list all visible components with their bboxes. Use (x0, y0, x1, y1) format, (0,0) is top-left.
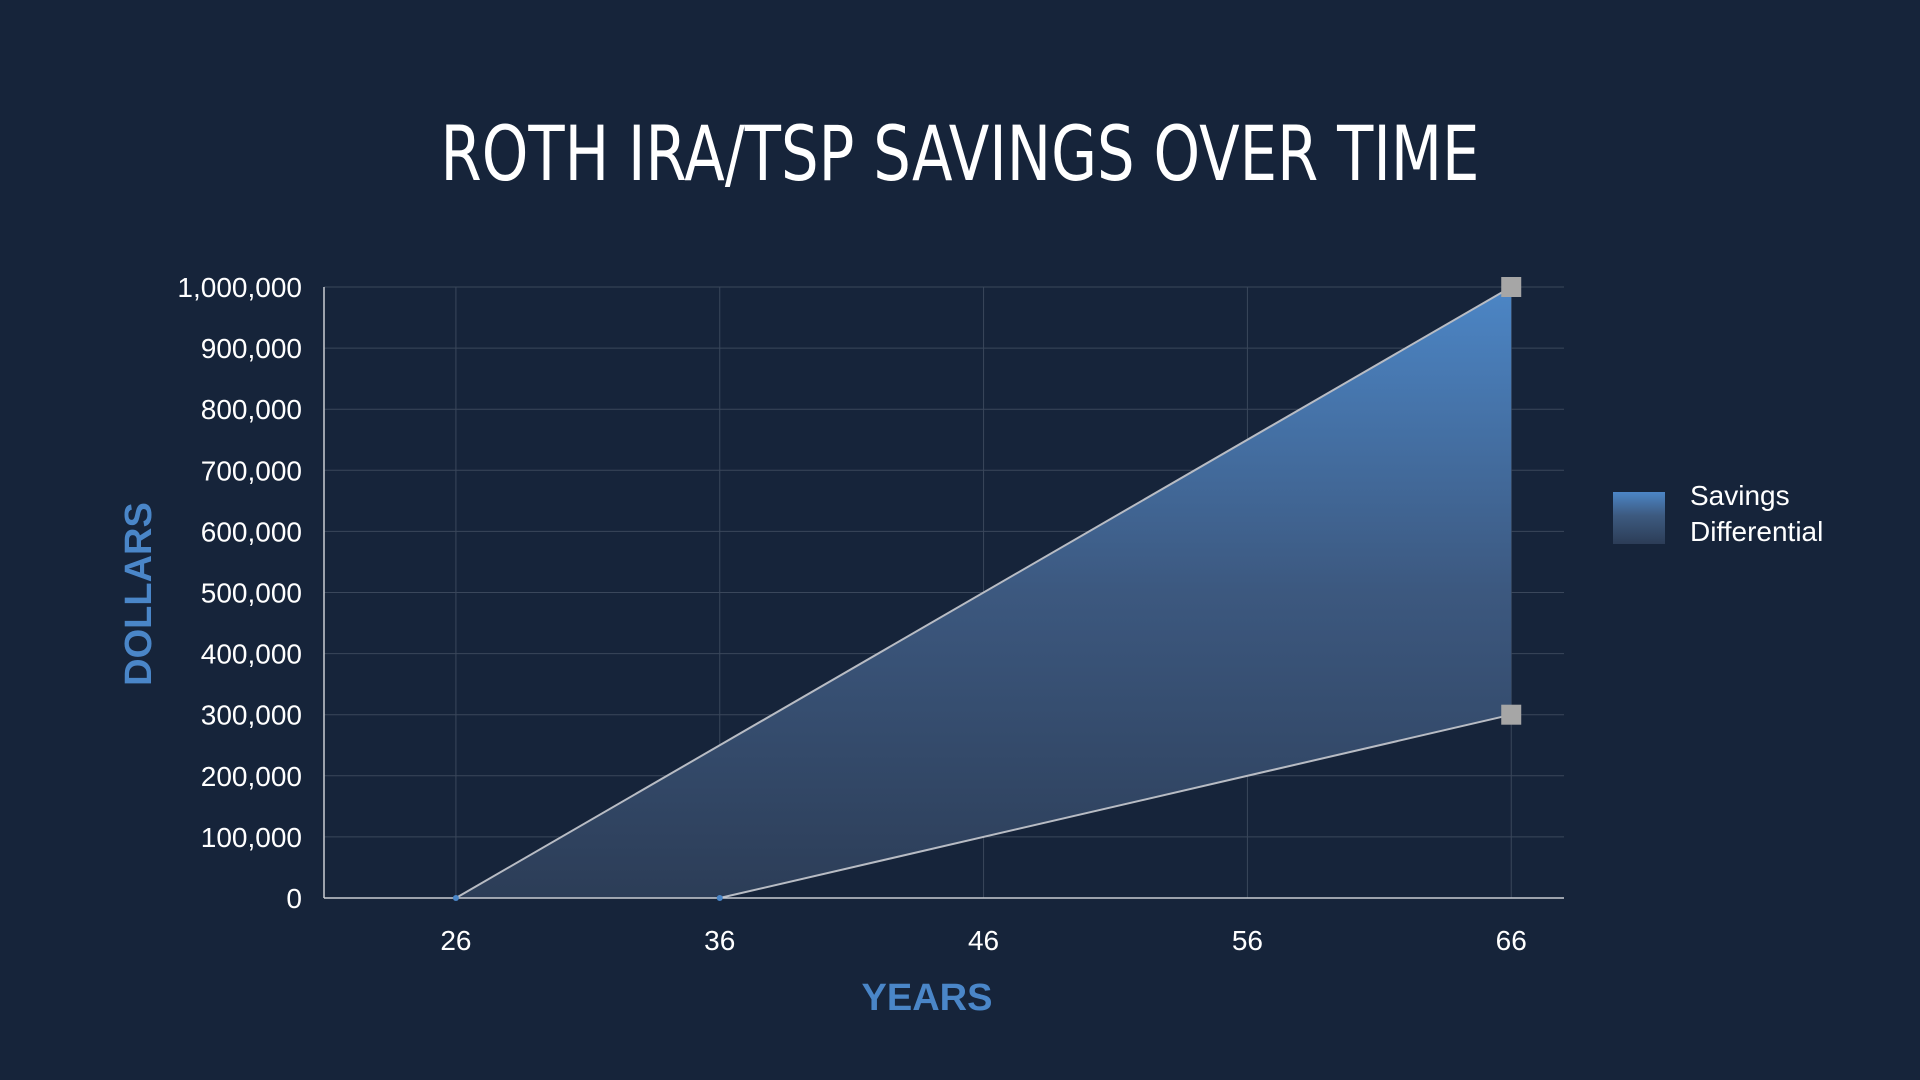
series-start-point (452, 895, 459, 901)
y-tick-label: 0 (286, 883, 302, 914)
y-tick-label: 200,000 (201, 761, 302, 792)
markers (452, 277, 1522, 901)
y-tick-label: 700,000 (201, 455, 302, 486)
y-axis-title: DOLLARS (118, 502, 160, 686)
series-end-marker (1501, 277, 1522, 297)
legend-swatch (1613, 492, 1665, 544)
series-line-1 (455, 286, 1512, 899)
x-tick-label: 46 (968, 925, 999, 956)
x-tick-label: 66 (1496, 925, 1527, 956)
x-tick-label: 56 (1232, 925, 1263, 956)
y-tick-label: 900,000 (201, 333, 302, 364)
tick-labels: 0 100,000 200,000 300,000 400,000 500,000 600,… (177, 272, 1526, 956)
legend-label: Savings Differential (1690, 480, 1824, 547)
axes (323, 287, 1564, 899)
y-tick-label: 500,000 (201, 578, 302, 609)
chart-title: ROTH IRA/TSP SAVINGS OVER TIME (440, 109, 1480, 198)
y-tick-label: 600,000 (201, 516, 302, 547)
plot-area (455, 286, 1512, 899)
series-start-point (716, 895, 723, 901)
x-tick-label: 26 (440, 925, 471, 956)
y-tick-label: 1,000,000 (177, 272, 302, 303)
series-line-2 (719, 713, 1512, 899)
y-tick-label: 800,000 (201, 394, 302, 425)
x-tick-label: 36 (704, 925, 735, 956)
y-tick-label: 100,000 (201, 822, 302, 853)
series-end-marker (1501, 704, 1522, 725)
y-tick-label: 400,000 (201, 639, 302, 670)
legend: Savings Differential (1613, 478, 1865, 550)
y-tick-label: 300,000 (201, 700, 302, 731)
x-axis-title: YEARS (862, 977, 993, 1019)
